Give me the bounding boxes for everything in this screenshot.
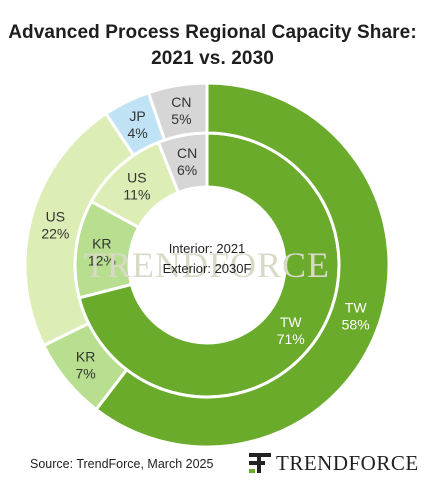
watermark-text: TRENDFORCE	[84, 245, 330, 285]
center-text-line1: Interior: 2021	[169, 241, 246, 256]
ring1-value-kr: 7%	[76, 366, 96, 382]
ring1-slice-tw	[94, 81, 391, 449]
ring1-slice-cn	[146, 81, 209, 142]
brand-logo: TRENDFORCE	[248, 450, 419, 476]
center-text-line2: Exterior: 2030F	[163, 261, 252, 276]
ring1-label-us: US	[46, 208, 65, 224]
ring1-label-cn: CN	[171, 94, 191, 110]
trendforce-logo-icon	[249, 453, 271, 473]
source-note: Source: TrendForce, March 2025	[30, 457, 214, 471]
ring1-value-jp: 4%	[127, 125, 147, 141]
ring1-label-tw: TW	[345, 299, 368, 315]
ring0-value-us: 11%	[123, 186, 150, 202]
ring0-value-cn: 6%	[177, 162, 197, 178]
ring1-value-cn: 5%	[171, 111, 191, 127]
ring0-label-us: US	[127, 169, 146, 185]
chart-title-line2: 2021 vs. 2030	[151, 48, 274, 69]
chart-title-line1: Advanced Process Regional Capacity Share…	[8, 22, 417, 43]
ring1-label-jp: JP	[129, 108, 145, 124]
brand-name: TRENDFORCE	[276, 450, 419, 475]
ring1-value-us: 22%	[41, 225, 69, 241]
ring1-value-tw: 58%	[342, 316, 370, 332]
ring0-label-tw: TW	[280, 314, 303, 330]
ring0-label-kr: KR	[92, 236, 111, 252]
ring1-label-kr: KR	[76, 349, 95, 365]
ring0-value-kr: 12%	[88, 253, 116, 269]
ring0-value-tw: 71%	[277, 331, 305, 347]
ring0-label-cn: CN	[177, 145, 197, 161]
